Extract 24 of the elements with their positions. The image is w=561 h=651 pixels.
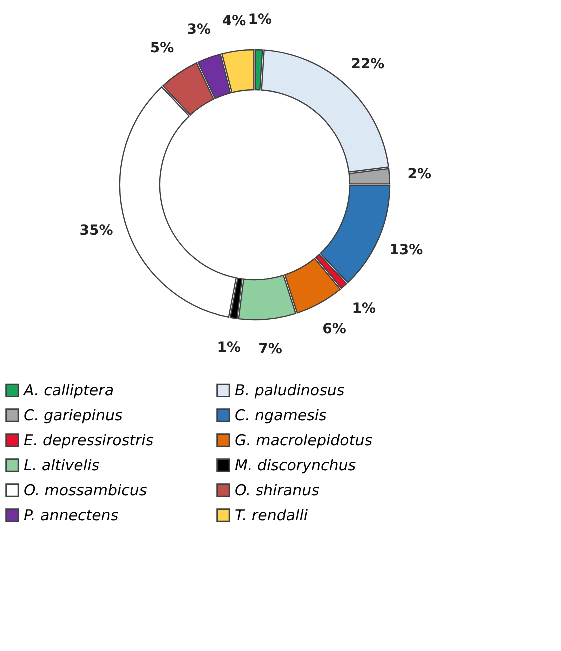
legend-label: T. rendalli: [235, 506, 309, 524]
data-label: 1%: [217, 340, 242, 356]
data-label: 6%: [322, 322, 346, 338]
legend-label: C. ngamesis: [235, 406, 328, 424]
legend-label: G. macrolepidotus: [235, 432, 373, 450]
data-label: 5%: [150, 40, 174, 57]
legend-label: M. discorynchus: [235, 456, 356, 474]
legend-label: B. paludinosus: [235, 382, 345, 400]
data-label: 13%: [390, 242, 424, 259]
legend-label: C. gariepinus: [24, 406, 123, 424]
data-label: 1%: [248, 12, 272, 28]
legend-label: L. altivelis: [24, 456, 100, 474]
legend-label: A. calliptera: [23, 382, 114, 400]
data-label: 35%: [80, 223, 114, 240]
legend-label: P. annectens: [24, 506, 119, 524]
data-label: 3%: [187, 22, 211, 38]
legend-label: O. mossambicus: [24, 482, 148, 500]
legend-label: E. depressirostris: [24, 432, 154, 450]
data-label: 22%: [351, 56, 385, 73]
legend-label: O. shiranus: [235, 482, 320, 500]
data-label: 1%: [352, 300, 376, 317]
data-label: 2%: [408, 166, 432, 183]
data-label: 4%: [222, 13, 246, 30]
data-label: 7%: [258, 341, 282, 358]
